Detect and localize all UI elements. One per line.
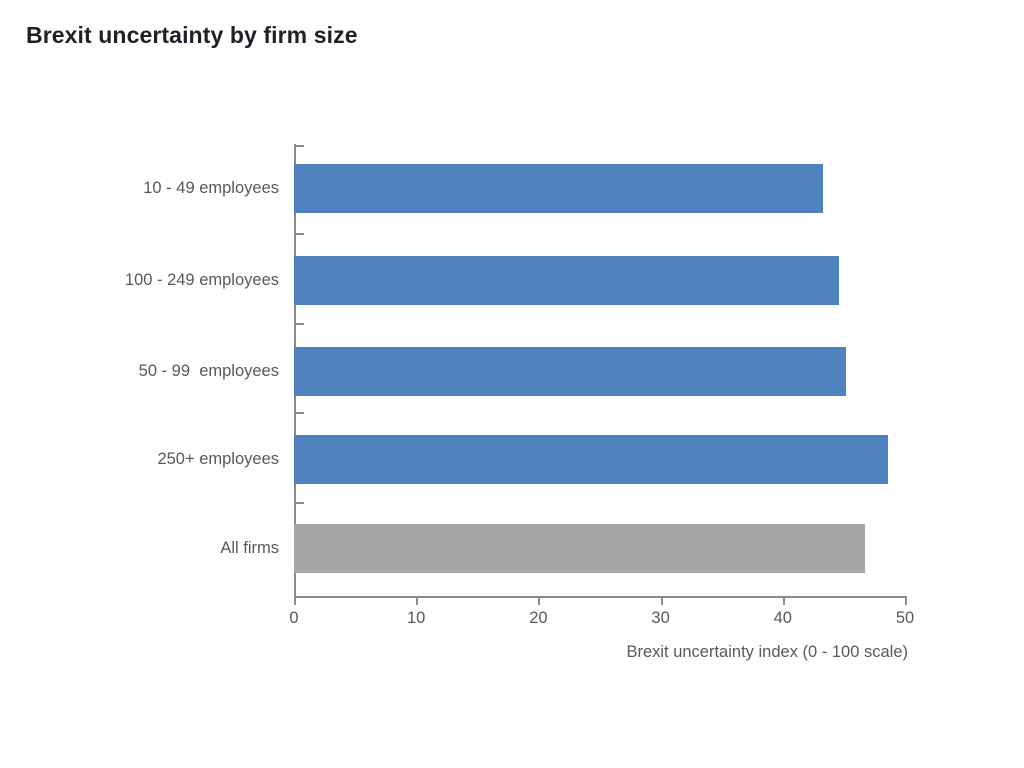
y-axis-tick-mark: [296, 412, 304, 414]
bar[interactable]: [294, 256, 839, 305]
bar[interactable]: [294, 347, 847, 396]
y-axis-tick-label: 10 - 49 employees: [143, 178, 279, 197]
y-axis-tick-label: 250+ employees: [157, 449, 279, 468]
x-axis-tick-label: 10: [407, 609, 426, 627]
x-axis-line: [294, 596, 906, 598]
x-axis-tick-mark: [660, 596, 663, 605]
page-title: Brexit uncertainty by firm size: [26, 22, 358, 48]
y-axis-tick-mark: [296, 145, 304, 147]
x-axis-tick-label: 40: [773, 609, 792, 627]
bar-row: [294, 435, 888, 484]
y-axis-tick-label: 50 - 99 employees: [138, 361, 279, 380]
y-axis-tick-mark: [296, 323, 304, 325]
bar-row: [294, 347, 847, 396]
x-axis-tick-mark: [294, 596, 296, 605]
y-axis-tick-mark: [296, 233, 304, 235]
bar[interactable]: [294, 164, 824, 213]
bar-row: [294, 524, 865, 573]
bar[interactable]: [294, 524, 865, 573]
bar[interactable]: [294, 435, 888, 484]
x-axis-tick-label: 20: [529, 609, 548, 627]
x-axis-tick-mark: [905, 596, 907, 605]
x-axis-tick-mark: [782, 596, 785, 605]
x-axis-tick-label: 30: [651, 609, 670, 627]
y-axis-tick-label: All firms: [220, 538, 279, 557]
x-axis-tick-mark: [416, 596, 419, 605]
y-axis-tick-label: 100 - 249 employees: [124, 270, 279, 289]
bar-row: [294, 256, 839, 305]
x-axis-title: Brexit uncertainty index (0 - 100 scale): [626, 643, 908, 661]
x-axis-tick-mark: [538, 596, 541, 605]
y-axis-tick-mark: [296, 502, 304, 504]
x-axis-tick-label: 50: [895, 609, 915, 627]
x-axis-tick-label: 0: [289, 609, 299, 627]
bar-row: [294, 164, 824, 213]
